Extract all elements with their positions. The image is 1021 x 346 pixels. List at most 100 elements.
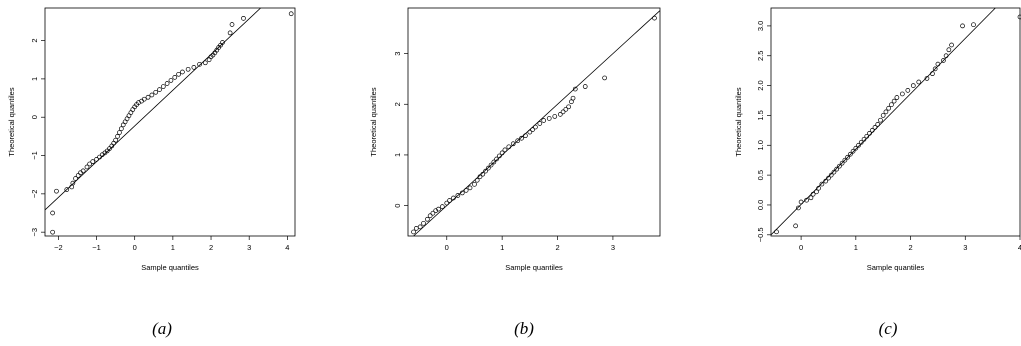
data-point [935,61,941,67]
data-point [889,102,894,108]
data-point [943,53,949,59]
data-point [197,61,202,67]
data-point [886,105,892,111]
data-point [499,150,505,156]
x-tick-label: −1 [92,243,101,252]
y-tick-label: −3 [30,228,39,237]
y-tick-label: 1.0 [756,140,765,150]
data-point [87,161,93,167]
data-point [875,122,881,127]
plot-frame [44,7,296,237]
qq-plot-panel: 0 1 2 3 0 1 2 3 Sample quantiles Theoretical quan… [369,7,661,338]
data-point [483,168,488,174]
y-axis-title: Theoretical quantiles [734,87,743,156]
y-axis-title: Theoretical quantiles [7,87,16,156]
data-point [191,65,197,70]
data-point [185,66,191,72]
data-point [831,169,837,175]
y-tick-label: 1 [30,77,39,81]
data-point [602,75,607,81]
data-point [50,229,55,235]
data-point [491,159,497,165]
data-point [1017,14,1021,20]
data-point [845,154,850,160]
data-point [839,160,845,166]
panel-caption: (c) [879,319,898,338]
x-tick-label: 0 [799,243,803,252]
data-point [180,69,185,75]
y-axis-title: Theoretical quantiles [369,87,378,156]
data-point [883,109,889,115]
x-tick-label: 3 [963,243,967,252]
data-point [798,199,804,205]
data-point [878,117,883,123]
data-point [439,204,445,209]
data-point [413,226,419,231]
data-point [826,175,831,181]
data-point [176,71,181,77]
data-point [451,195,456,201]
data-point [117,130,122,135]
data-point [566,104,571,110]
data-point [510,141,516,147]
data-point [814,189,819,195]
data-point [537,121,543,126]
data-point [425,216,430,222]
data-point [652,15,657,21]
data-point [924,76,930,81]
x-tick-label: 4 [285,243,289,252]
data-point [867,130,872,136]
data-point [227,30,233,36]
data-point [467,185,473,191]
data-point [64,187,70,192]
data-point [853,145,859,151]
data-point [145,94,151,100]
data-point [54,188,59,194]
data-point [427,213,433,219]
data-point [523,133,528,139]
y-tick-label: −0.5 [756,227,765,242]
data-point [84,164,90,170]
data-point [447,198,452,203]
data-point [530,127,535,132]
data-point [916,79,922,85]
data-point [436,206,441,212]
data-point [864,133,870,139]
data-point [842,157,848,163]
y-tick-label: 0 [30,115,39,119]
y-tick-label: 2.5 [756,51,765,61]
data-point [502,147,508,153]
data-point [858,139,864,145]
data-point [477,174,483,180]
data-point [861,136,867,142]
data-point [810,191,816,197]
x-axis-title: Sample quantiles [505,263,563,272]
x-tick-label: 1 [171,243,175,252]
data-point [899,91,905,97]
y-tick-label: −2 [30,190,39,199]
data-point [480,171,486,177]
data-point [563,106,569,112]
qq-plot-panel: −2 −1 0 1 2 3 4 −3 −2 −1 0 1 2 Sample quantiles Theore… [7,7,296,338]
data-point [118,126,124,132]
data-point [241,15,246,21]
y-tick-label: 1 [393,153,402,157]
data-point [90,159,96,165]
data-point [164,81,170,86]
y-tick-label: 0 [393,204,402,208]
data-point [949,42,954,48]
data-point [474,177,480,183]
data-point [560,109,566,115]
data-point [220,40,225,45]
data-point [872,125,878,130]
data-point [946,47,952,53]
panel-caption: (b) [514,319,534,338]
x-tick-label: 0 [133,243,137,252]
data-point [856,142,861,148]
plot-frame [407,7,661,237]
data-point [823,178,829,184]
data-point [229,22,235,27]
x-axis-title: Sample quantiles [141,263,199,272]
data-point [582,84,588,89]
